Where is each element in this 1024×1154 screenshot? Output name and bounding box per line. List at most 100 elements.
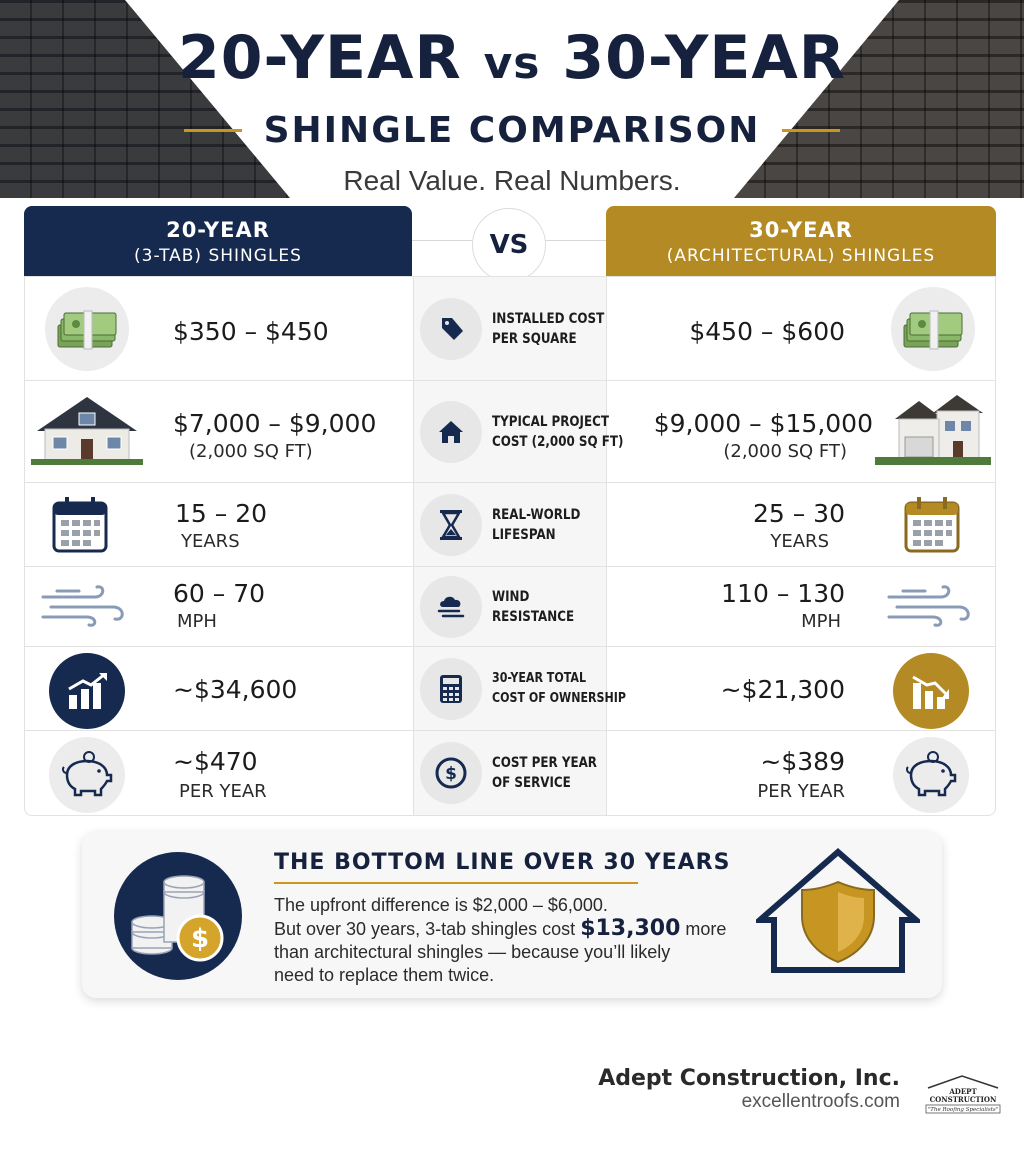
lifespan-20-unit: YEARS [181,531,240,552]
divider [782,129,841,132]
per-year-20-unit: PER YEAR [179,781,267,802]
project-cost-30-note: (2,000 SQ FT) [723,441,847,462]
label-cell: 30-YEAR TOTAL COST OF OWNERSHIP [414,647,626,730]
piggy-bank-icon [49,737,125,813]
right-cell: 110 – 130 MPH [607,567,995,646]
left-cell: ~$470 PER YEAR [25,731,413,815]
left-cell: 60 – 70 MPH [25,567,413,646]
right-cell: 25 – 30 YEARS [607,483,995,566]
coin-symbol: $ [191,924,209,954]
wind-20: 60 – 70 [173,579,266,608]
table-row: $350 – $450 INSTALLED COST PER SQUARE $45… [25,276,995,380]
label-cell: $ COST PER YEAR OF SERVICE [414,731,606,815]
column-subtitle: (3-TAB) SHINGLES [134,246,302,266]
lifespan-30: 25 – 30 [752,499,845,528]
project-cost-20-note: (2,000 SQ FT) [189,441,313,462]
row-label: 30-YEAR TOTAL COST OF OWNERSHIP [492,670,626,706]
row-label: REAL-WORLD LIFESPAN [492,506,581,543]
page-title: 20-YEAR vs 30-YEAR [0,22,1024,100]
left-cell: ~$34,600 [25,647,413,730]
per-year-20: ~$470 [173,747,258,776]
column-subtitle: (ARCHITECTURAL) SHINGLES [666,246,936,266]
calendar-icon [903,495,961,560]
tagline: Real Value. Real Numbers. [343,165,681,196]
bottom-line-card: $ THE BOTTOM LINE OVER 30 YEARS The upfr… [82,832,942,998]
installed-cost-30: $450 – $600 [689,317,845,346]
per-year-30: ~$389 [760,747,845,776]
row-label: INSTALLED COST PER SQUARE [492,310,605,347]
wind-30-unit: MPH [801,611,841,632]
chart-down-icon [893,653,969,729]
title-vs: vs [483,38,541,89]
label-cell: WIND RESISTANCE [414,567,606,646]
left-cell: $7,000 – $9,000 (2,000 SQ FT) [25,381,413,482]
svg-text:"The Roofing Specialists": "The Roofing Specialists" [928,1107,999,1113]
right-cell: ~$21,300 [607,647,995,730]
right-cell: ~$389 PER YEAR [607,731,995,815]
wind-cloud-icon [420,575,482,638]
total-cost-20: ~$34,600 [173,675,298,704]
home-icon [420,400,482,463]
right-cell: $9,000 – $15,000 (2,000 SQ FT) [607,381,995,482]
right-cell: $450 – $600 [607,277,995,380]
lifespan-30-unit: YEARS [770,531,829,552]
house-icon [31,393,143,472]
column-header-20-year: 20-YEAR (3-TAB) SHINGLES [24,206,412,276]
company-logo: ADEPT CONSTRUCTION "The Roofing Speciali… [922,1074,1004,1114]
piggy-bank-icon [893,737,969,813]
subtitle-row: SHINGLE COMPARISON [0,110,1024,151]
lifespan-20: 15 – 20 [175,499,268,528]
column-title: 20-YEAR [166,218,270,242]
column-title: 30-YEAR [749,218,853,242]
vs-badge: VS [472,208,546,282]
installed-cost-20: $350 – $450 [173,317,329,346]
website-link[interactable]: excellentroofs.com [741,1091,900,1112]
project-cost-30: $9,000 – $15,000 [653,409,873,438]
comparison-table: 20-YEAR (3-TAB) SHINGLES VS 30-YEAR (ARC… [24,206,996,816]
row-label: COST PER YEAR OF SERVICE [492,755,597,791]
bottom-line-text: The upfront difference is $2,000 – $6,00… [274,895,727,985]
money-stack-icon [891,287,975,371]
total-cost-30: ~$21,300 [720,675,845,704]
label-cell: TYPICAL PROJECT COST (2,000 SQ FT) [414,381,623,482]
svg-text:CONSTRUCTION: CONSTRUCTION [930,1095,997,1104]
divider [183,129,242,132]
chart-up-icon [49,653,125,729]
left-cell: 15 – 20 YEARS [25,483,413,566]
page-subtitle: SHINGLE COMPARISON [263,110,761,151]
company-name: Adept Construction, Inc. [598,1066,900,1091]
wind-icon [885,583,975,634]
row-label: TYPICAL PROJECT COST (2,000 SQ FT) [492,413,624,450]
wind-20-unit: MPH [177,611,217,632]
label-cell: REAL-WORLD LIFESPAN [414,483,606,566]
table-row: $7,000 – $9,000 (2,000 SQ FT) TYPICAL PR… [25,380,995,482]
money-stack-icon [45,287,129,371]
table-row: ~$470 PER YEAR $ COST PER YEAR OF SERVICE… [25,730,995,815]
column-header-30-year: 30-YEAR (ARCHITECTURAL) SHINGLES [606,206,996,276]
per-year-30-unit: PER YEAR [757,781,845,802]
bottom-line-title: THE BOTTOM LINE OVER 30 YEARS [274,850,731,875]
calculator-icon [420,657,482,720]
house-garage-icon [875,391,991,472]
table-body: $350 – $450 INSTALLED COST PER SQUARE $45… [24,276,996,816]
row-label: WIND RESISTANCE [492,588,575,625]
savings-highlight: $13,300 [580,916,681,941]
svg-text:ADEPT: ADEPT [948,1087,977,1096]
title-right: 30-YEAR [562,23,846,93]
divider [274,882,638,884]
hourglass-icon [420,493,482,556]
header: 20-YEAR vs 30-YEAR SHINGLE COMPARISON Re… [0,22,1024,197]
price-tag-icon [420,297,482,360]
project-cost-20: $7,000 – $9,000 [173,409,377,438]
house-shield-icon [751,846,925,979]
wind-icon [39,583,129,634]
svg-text:$: $ [445,764,457,784]
calendar-icon [51,495,109,560]
label-cell: INSTALLED COST PER SQUARE [414,277,606,380]
left-cell: $350 – $450 [25,277,413,380]
title-left: 20-YEAR [178,23,462,93]
table-row: 15 – 20 YEARS REAL-WORLD LIFESPAN 25 – 30… [25,482,995,566]
table-row: 60 – 70 MPH WIND RESISTANCE 110 – 130 MPH [25,566,995,646]
dollar-coin-icon: $ [420,742,482,804]
wind-30: 110 – 130 [721,579,845,608]
